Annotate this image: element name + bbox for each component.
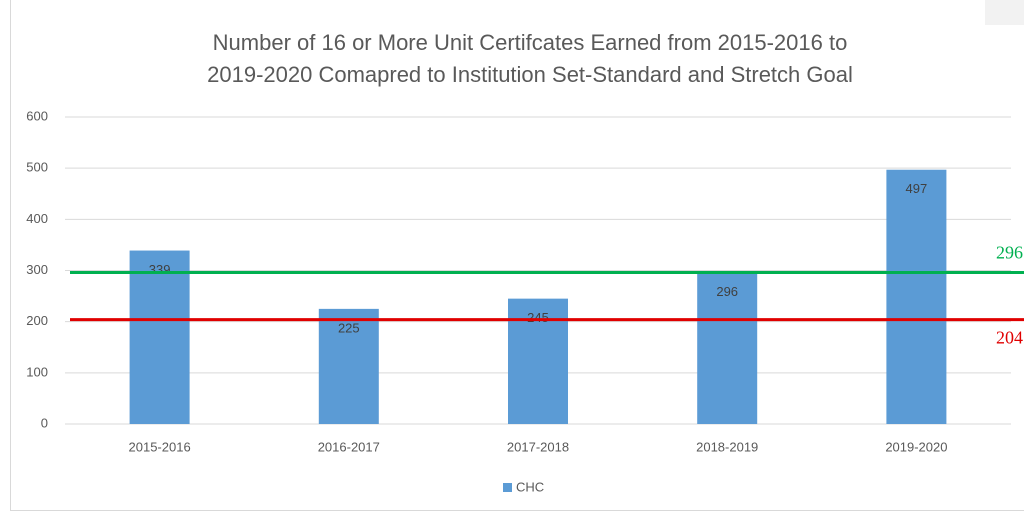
data-label: 296 [716,284,738,299]
reference-label: 296 [996,243,1023,263]
data-label: 225 [338,320,360,335]
chart-title: 2019-2020 Comapred to Institution Set-St… [207,62,853,87]
corner-tab [985,0,1024,25]
data-label: 497 [906,181,928,196]
data-label: 245 [527,310,549,325]
x-tick-label: 2015-2016 [129,439,191,454]
y-tick-label: 500 [26,160,48,175]
bar [697,272,758,424]
x-tick-label: 2016-2017 [318,439,380,454]
data-label: 339 [149,262,171,277]
bar [129,250,190,424]
x-tick-label: 2017-2018 [507,439,569,454]
x-tick-label: 2019-2020 [885,439,947,454]
y-tick-label: 100 [26,364,48,379]
y-tick-label: 0 [41,415,48,430]
y-tick-label: 200 [26,313,48,328]
bar [318,308,379,424]
reference-label: 204 [996,328,1023,348]
y-tick-label: 300 [26,262,48,277]
x-tick-label: 2018-2019 [696,439,758,454]
legend-label: CHC [516,479,544,494]
y-tick-label: 400 [26,211,48,226]
bar [886,169,947,424]
chart-title: Number of 16 or More Unit Certifcates Ea… [213,30,848,55]
legend-swatch [503,483,512,492]
y-tick-label: 600 [26,108,48,123]
